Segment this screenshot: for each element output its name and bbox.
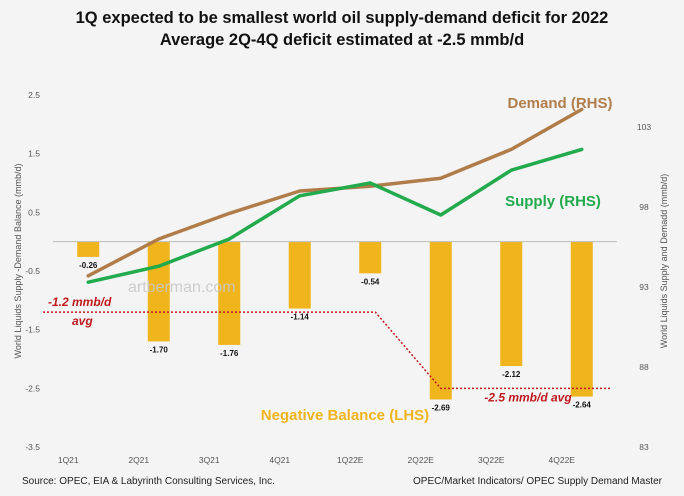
x-tick-label: 1Q21	[58, 455, 79, 465]
x-tick-label: 4Q22E	[549, 455, 576, 465]
right-tick-label: 98	[639, 202, 649, 212]
bar-data-label: -1.70	[150, 345, 169, 354]
bar	[218, 241, 241, 345]
bar-series-label: Negative Balance (LHS)	[261, 407, 429, 424]
left-tick-label: -2.5	[25, 383, 40, 393]
x-tick-label: 2Q21	[128, 455, 149, 465]
right-tick-label: 93	[639, 282, 649, 292]
average-label-avg: avg	[72, 314, 93, 328]
left-tick-label: -1.5	[25, 325, 40, 335]
bar	[429, 241, 452, 400]
bar	[288, 241, 311, 309]
bar-data-label: -1.76	[220, 349, 239, 358]
bar-data-label: -2.69	[432, 403, 451, 412]
average-dotted-line	[43, 311, 612, 390]
right-tick-label: 83	[639, 442, 649, 452]
x-tick-label: 3Q21	[199, 455, 220, 465]
right-tick-label: 88	[639, 362, 649, 372]
average-label-2q-4q: -2.5 mmb/d avg	[484, 390, 572, 404]
left-axis-title: World Liquids Supply -Demand Balance (mm…	[13, 164, 23, 359]
bar	[500, 241, 523, 367]
left-tick-label: 2.5	[28, 90, 40, 100]
supply-line	[86, 147, 584, 284]
right-tick-label: 103	[637, 122, 651, 132]
average-label-1q21-1q22: -1.2 mmb/d	[48, 295, 112, 309]
bar-data-label: -0.26	[79, 261, 98, 270]
demand-series-label: Demand (RHS)	[507, 95, 612, 112]
source-note: Source: OPEC, EIA & Labyrinth Consulting…	[22, 476, 275, 487]
chart-title: 1Q expected to be smallest world oil sup…	[75, 9, 609, 27]
source-note-right: OPEC/Market Indicators/ OPEC Supply Dema…	[413, 476, 662, 487]
x-tick-label: 2Q22E	[408, 455, 435, 465]
bar-data-label: -1.14	[291, 313, 310, 322]
bar	[77, 241, 100, 257]
bar	[570, 241, 593, 397]
watermark: artberman.com	[128, 279, 236, 296]
bar	[359, 241, 382, 274]
right-axis-title: World Liquids Supply and Demadd (mmb/d)	[659, 174, 669, 348]
x-tick-label: 1Q22E	[337, 455, 364, 465]
x-tick-label: 4Q21	[269, 455, 290, 465]
bar-data-label: -0.54	[361, 277, 380, 286]
left-tick-label: -3.5	[25, 442, 40, 452]
bar-data-label: -2.12	[502, 370, 521, 379]
chart-subtitle: Average 2Q-4Q deficit estimated at -2.5 …	[159, 31, 525, 49]
left-tick-label: -0.5	[25, 266, 40, 276]
supply-series-label: Supply (RHS)	[505, 193, 601, 210]
x-tick-label: 3Q22E	[478, 455, 505, 465]
left-tick-label: 0.5	[28, 207, 40, 217]
left-tick-label: 1.5	[28, 149, 40, 159]
bar-data-label: -2.64	[573, 401, 592, 410]
